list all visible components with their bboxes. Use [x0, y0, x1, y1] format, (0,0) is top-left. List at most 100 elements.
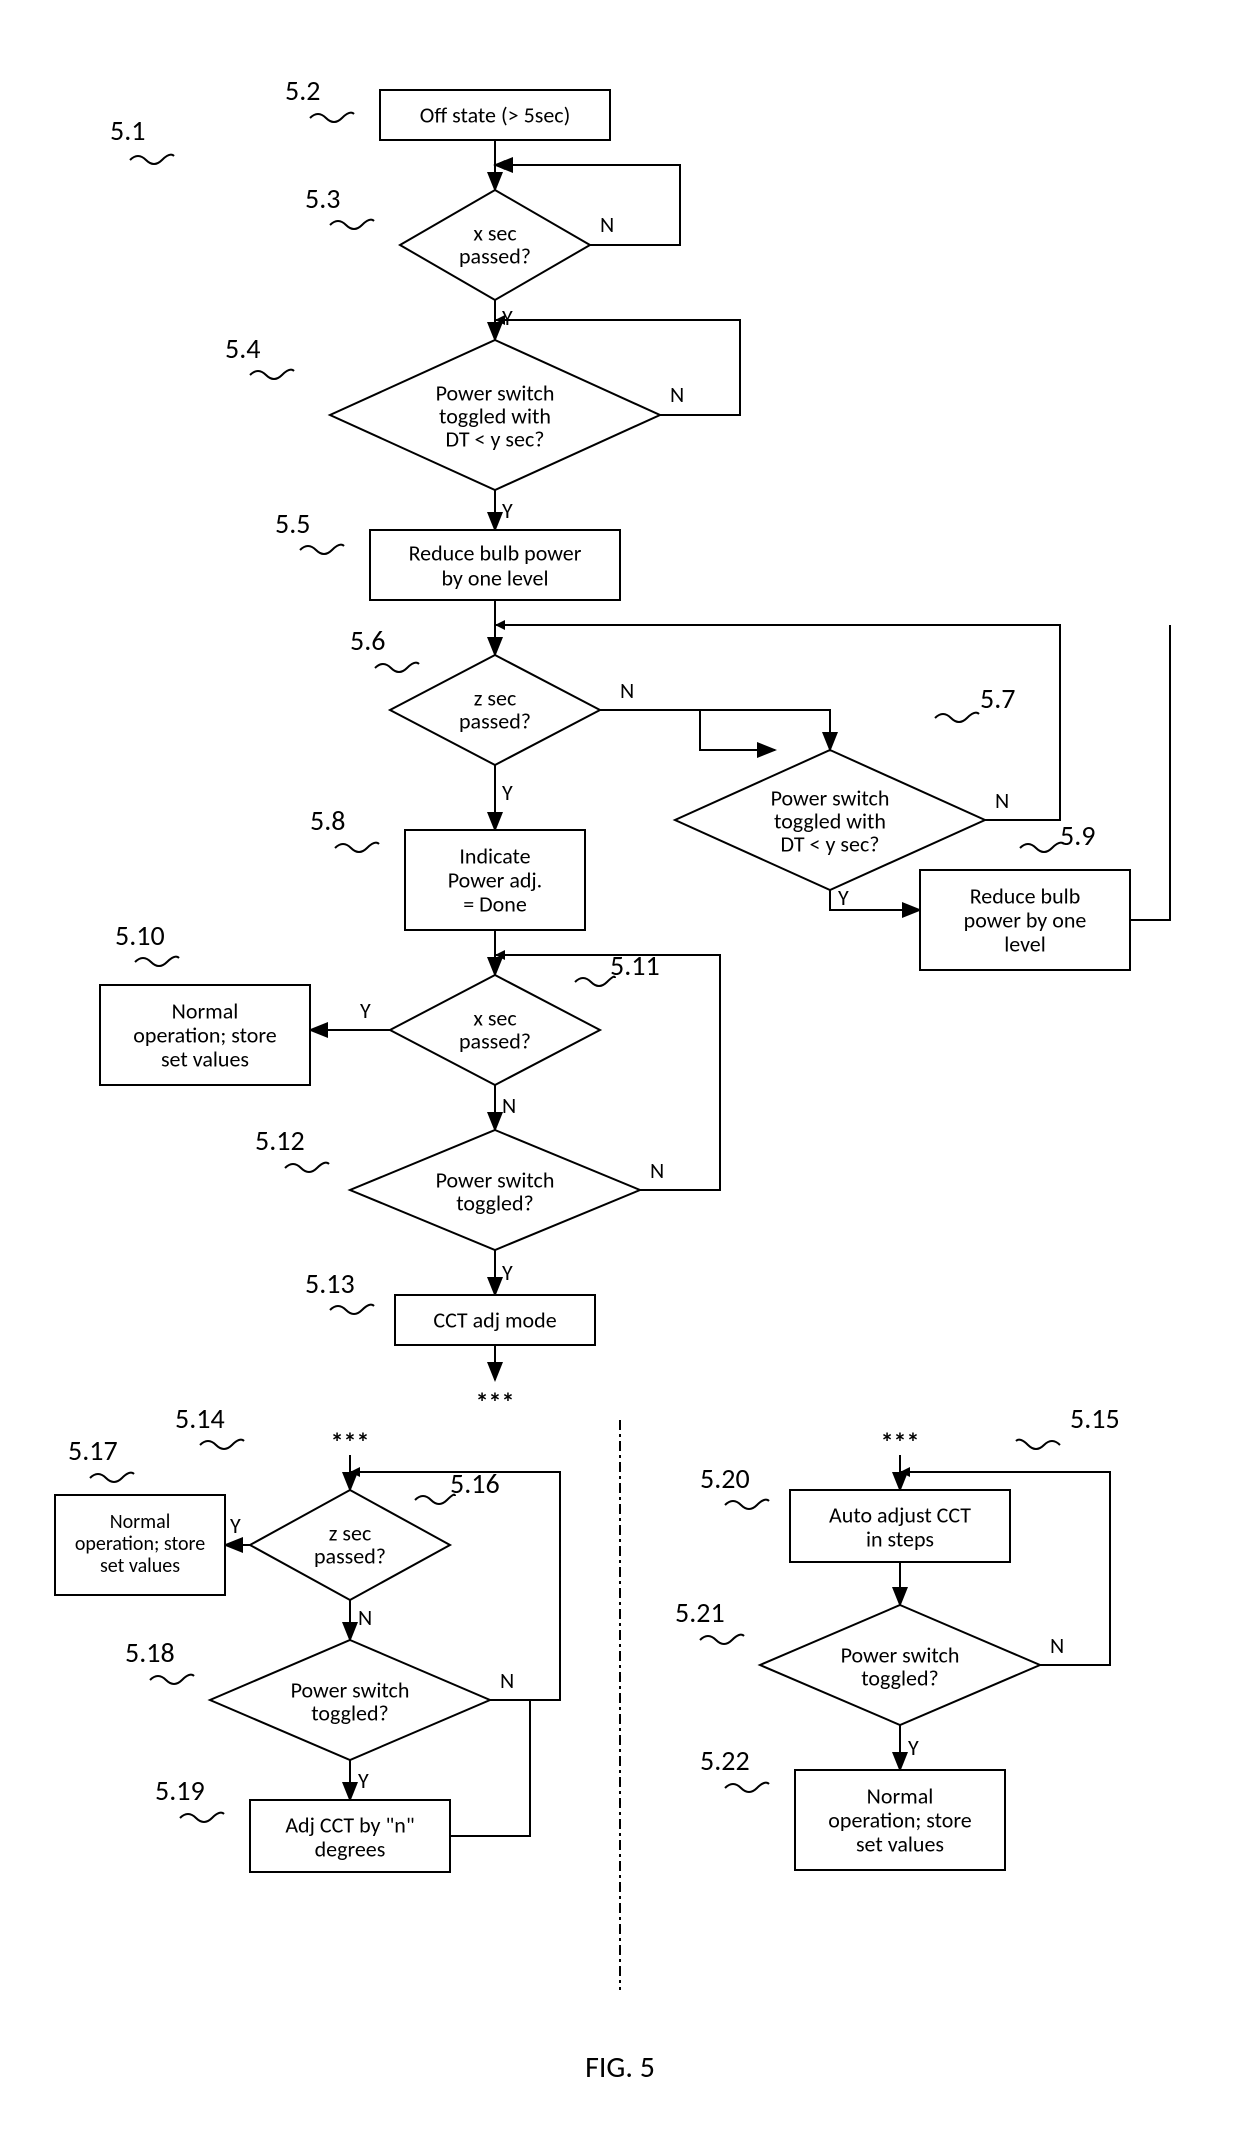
svg-text:set values: set values [100, 1554, 180, 1578]
node-power-switch-toggled-2: Power switch toggled? [210, 1640, 490, 1760]
node-auto-adjust-cct: Auto adjust CCT in steps [790, 1490, 1010, 1562]
flowchart-diagram: 5.1 Off state (> 5sec) 5.2 x sec passed?… [0, 0, 1240, 2139]
svg-text:toggled?: toggled? [861, 1664, 938, 1691]
svg-text:power by one: power by one [964, 906, 1087, 933]
squiggle-5-19 [180, 1813, 224, 1822]
squiggle-5-12 [285, 1163, 329, 1172]
node-normal-op-2: Normal operation; store set values [55, 1495, 225, 1595]
ref-5-20: 5.20 [700, 1461, 750, 1496]
squiggle-5-22 [725, 1783, 769, 1792]
node-z-sec-passed-2: z sec passed? [250, 1490, 450, 1600]
svg-text:degrees: degrees [315, 1835, 386, 1862]
node-power-switch-toggled-1: Power switch toggled? [350, 1130, 640, 1250]
squiggle-5-16 [415, 1495, 455, 1504]
squiggle-5-3 [330, 220, 374, 229]
ref-5-14: 5.14 [175, 1401, 225, 1436]
svg-text:passed?: passed? [459, 242, 531, 269]
ref-5-15: 5.15 [1070, 1401, 1120, 1436]
ref-5-18: 5.18 [125, 1635, 175, 1670]
node-reduce-power-2: Reduce bulb power by one level [920, 870, 1130, 970]
squiggle-5-10 [135, 957, 179, 966]
ref-5-2: 5.2 [285, 73, 320, 108]
label-n-5-18: N [500, 1667, 514, 1694]
node-x-sec-passed-1: x sec passed? [400, 190, 590, 300]
svg-text:passed?: passed? [314, 1542, 386, 1569]
squiggle-5-7 [935, 713, 979, 722]
svg-text:Adj CCT by "n": Adj CCT by "n" [285, 1811, 414, 1838]
svg-text:by one level: by one level [441, 564, 548, 591]
label-y-5-12: Y [502, 1259, 513, 1286]
node-normal-op-3: Normal operation; store set values [795, 1770, 1005, 1870]
ref-5-10: 5.10 [115, 918, 165, 953]
ref-5-12: 5.12 [255, 1123, 305, 1158]
node-power-switch-dt-y-1: Power switch toggled with DT < y sec? [330, 340, 660, 490]
ref-5-8: 5.8 [310, 803, 345, 838]
svg-text:Normal: Normal [110, 1510, 171, 1534]
svg-text:= Done: = Done [463, 890, 527, 917]
node-reduce-power-1: Reduce bulb power by one level [370, 530, 620, 600]
svg-text:operation; store: operation; store [133, 1021, 276, 1048]
ref-5-11: 5.11 [610, 948, 660, 983]
label-n-5-11: N [502, 1092, 516, 1119]
svg-text:toggled?: toggled? [311, 1699, 388, 1726]
svg-text:Off state (> 5sec): Off state (> 5sec) [420, 101, 571, 128]
node-normal-op-1: Normal operation; store set values [100, 985, 310, 1085]
node-indicate-done: Indicate Power adj. = Done [405, 830, 585, 930]
ref-5-17: 5.17 [68, 1433, 118, 1468]
stars-right: *** [881, 1426, 920, 1458]
node-cct-adj-mode: CCT adj mode [395, 1295, 595, 1345]
label-n-5-16: N [358, 1604, 372, 1631]
node-adj-cct: Adj CCT by "n" degrees [250, 1800, 450, 1872]
svg-text:passed?: passed? [459, 707, 531, 734]
svg-text:operation; store: operation; store [75, 1532, 205, 1556]
squiggle-5-4 [250, 370, 294, 379]
label-n-5-21: N [1050, 1632, 1064, 1659]
label-n-5-6: N [620, 677, 634, 704]
svg-text:Normal: Normal [867, 1782, 934, 1809]
stars-left: *** [331, 1426, 370, 1458]
ref-5-1: 5.1 [110, 113, 145, 148]
svg-text:Indicate: Indicate [459, 842, 530, 869]
label-y-5-18: Y [358, 1767, 369, 1794]
node-z-sec-passed-1: z sec passed? [390, 655, 600, 765]
svg-text:Normal: Normal [172, 997, 239, 1024]
svg-text:level: level [1004, 930, 1046, 957]
squiggle-5-17 [90, 1473, 134, 1482]
ref-5-3: 5.3 [305, 181, 340, 216]
squiggle-5-20 [725, 1500, 769, 1509]
svg-text:passed?: passed? [459, 1027, 531, 1054]
label-n-5-7: N [995, 787, 1009, 814]
squiggle-5-5 [300, 545, 344, 554]
svg-text:set values: set values [856, 1830, 944, 1857]
ref-5-19: 5.19 [155, 1773, 205, 1808]
squiggle-5-2 [310, 113, 354, 122]
node-off-state: Off state (> 5sec) [380, 90, 610, 140]
squiggle-5-21 [700, 1635, 744, 1644]
ref-5-9: 5.9 [1060, 818, 1095, 853]
svg-text:toggled?: toggled? [456, 1189, 533, 1216]
squiggle-5-14 [200, 1440, 244, 1449]
squiggle-5-1 [130, 155, 174, 164]
squiggle-5-18 [150, 1675, 194, 1684]
svg-text:CCT adj mode: CCT adj mode [433, 1306, 556, 1333]
label-n-5-3: N [600, 211, 614, 238]
label-y-5-21: Y [908, 1734, 919, 1761]
label-y-5-16: Y [230, 1512, 241, 1539]
squiggle-5-6 [375, 663, 419, 672]
ref-5-22: 5.22 [700, 1743, 750, 1778]
label-y-5-7: Y [838, 884, 849, 911]
ref-5-7: 5.7 [980, 681, 1015, 716]
svg-text:Power adj.: Power adj. [448, 866, 542, 893]
ref-5-5: 5.5 [275, 506, 310, 541]
label-y-5-11: Y [360, 997, 371, 1024]
svg-text:Reduce bulb power: Reduce bulb power [409, 539, 582, 566]
svg-text:set values: set values [161, 1045, 249, 1072]
squiggle-5-9 [1020, 843, 1064, 852]
label-n-5-4: N [670, 381, 684, 408]
stars-top: *** [476, 1386, 515, 1418]
label-y-5-6: Y [502, 779, 513, 806]
squiggle-5-11 [575, 977, 615, 986]
figure-caption: FIG. 5 [585, 2049, 655, 2086]
label-y-5-4: Y [502, 497, 513, 524]
squiggle-5-8 [335, 843, 379, 852]
